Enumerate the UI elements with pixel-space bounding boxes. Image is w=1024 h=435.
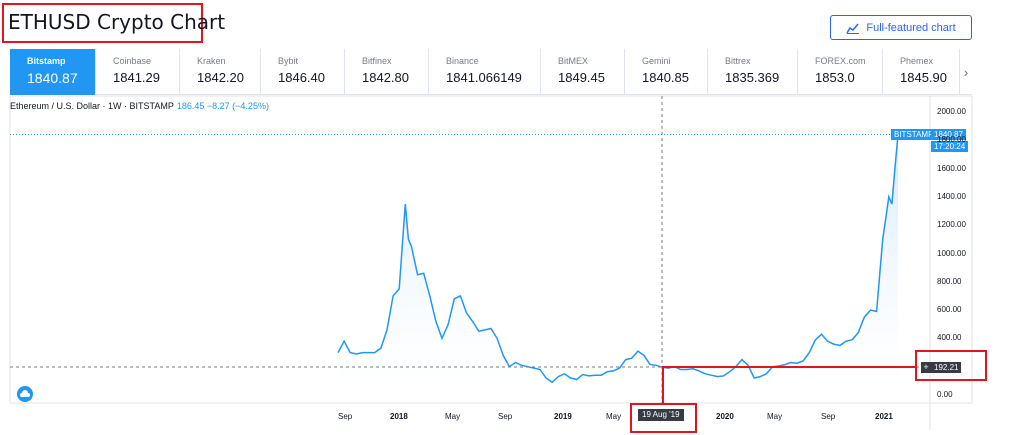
last-price-tag: 1840.87 [931,129,966,140]
y-tick-label: 400.00 [937,333,962,343]
x-tick-label: Sep [821,412,836,421]
exchange-name: Coinbase [113,56,152,66]
symbol-description: Ethereum / U.S. Dollar · 1W · BITSTAMP [10,101,174,111]
x-tick-label: 2019 [554,412,572,421]
exchange-tab-phemex[interactable]: Phemex 1845.90 [883,49,960,95]
exchange-tab-forexcom[interactable]: FOREX.com 1853.0 [798,49,883,95]
exchange-name: Bitstamp [27,56,66,66]
exchange-price: 1849.45 [558,70,605,85]
exchange-price: 1842.80 [362,70,409,85]
chevron-right-icon[interactable]: › [963,63,969,80]
y-tick-label: 1400.00 [937,191,966,201]
exchange-tab-gemini[interactable]: Gemini 1840.85 [625,49,708,95]
full-featured-chart-button[interactable]: Full-featured chart [830,15,972,40]
y-tick-label: 2000.00 [937,107,966,116]
x-tick-label: May [767,412,783,421]
exchange-name: Binance [446,56,479,66]
full-featured-chart-label: Full-featured chart [866,21,956,34]
exchange-tab-bitmex[interactable]: BitMEX 1849.45 [541,49,625,95]
exchange-name: BitMEX [558,56,589,66]
exchange-tabs: Bitstamp 1840.87 Coinbase 1841.29 Kraken 1842… [10,49,972,95]
date-highlight-box [630,403,697,433]
exchange-name: Phemex [900,56,934,66]
exchange-tab-coinbase[interactable]: Coinbase 1841.29 [96,49,180,95]
y-tick-label: 1000.00 [937,248,966,258]
exchange-price: 1835.369 [725,70,780,85]
y-tick-label: 1800.00 [937,135,966,145]
exchange-tab-bittrex[interactable]: Bittrex 1835.369 [708,49,798,95]
y-tick-label: 800.00 [937,276,962,286]
page-title: ETHUSD Crypto Chart [8,10,226,34]
x-tick-label: 2021 [875,412,893,421]
exchange-price: 1840.87 [27,70,78,86]
exchange-price: 1840.85 [642,70,689,85]
x-tick-label: Sep [338,412,353,421]
page-title-highlight [2,3,203,43]
x-tick-label: 2020 [716,412,734,421]
symbol-quote: 186.45 −8.27 (−4.25%) [176,101,269,111]
add-alert-icon[interactable]: + [921,362,931,373]
exchange-tab-bybit[interactable]: Bybit 1846.40 [261,49,345,95]
exchange-name: Bittrex [725,56,751,66]
tradingview-cloud-icon[interactable] [17,386,33,402]
exchange-tab-bitfinex[interactable]: Bitfinex 1842.80 [345,49,429,95]
countdown-tag: 17:20:24 [931,141,969,152]
price-highlight-box [915,350,987,381]
exchange-tab-bitstamp[interactable]: Bitstamp 1840.87 [10,49,96,95]
y-tick-label: 1200.00 [937,220,966,230]
y-tick-label: 600.00 [937,305,962,315]
exchange-price: 1841.29 [113,70,160,85]
price-area [338,134,898,395]
exchange-price: 1846.40 [278,70,325,85]
chart-frame [9,95,973,404]
x-tick-label: May [445,412,461,421]
exchange-name: Bybit [278,56,299,66]
highlight-connector-horizontal [662,366,916,368]
symbol-info: Ethereum / U.S. Dollar · 1W · BITSTAMP 18… [10,101,269,111]
exchange-price: 1853.0 [815,70,855,85]
source-tag: BITSTAMP [891,129,937,140]
exchange-price: 1841.066149 [446,70,522,85]
y-tick-label: 0.00 [937,390,953,399]
exchange-tab-binance[interactable]: Binance 1841.066149 [429,49,541,95]
x-tick-label: Sep [498,412,513,421]
price-line [337,134,899,384]
exchange-name: Bitfinex [362,56,392,66]
exchange-tab-kraken[interactable]: Kraken 1842.20 [180,49,261,95]
exchange-price: 1842.20 [197,70,244,85]
highlight-connector-vertical [662,366,664,404]
chart-line-icon [846,23,860,34]
exchange-name: Gemini [642,56,671,66]
exchange-name: FOREX.com [815,56,866,66]
x-tick-label: May [606,412,622,421]
exchange-name: Kraken [197,56,226,66]
crosshair-date-label: 19 Aug '19 [638,409,684,421]
crosshair-price-label: 192.21 [931,362,962,373]
exchange-price: 1845.90 [900,70,947,85]
x-tick-label: 2018 [390,412,408,421]
y-tick-label: 1600.00 [937,163,966,173]
